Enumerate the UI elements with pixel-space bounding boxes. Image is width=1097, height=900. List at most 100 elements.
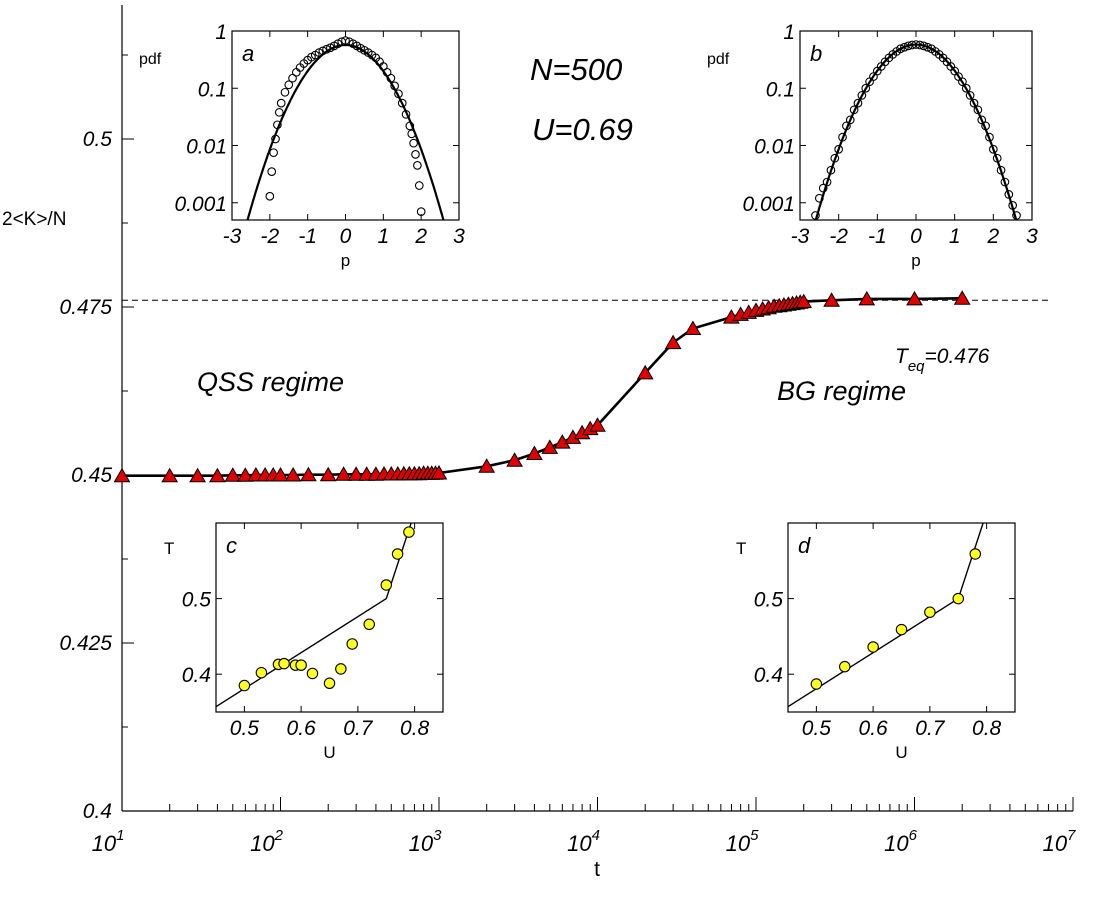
inset-x-axis-title: p xyxy=(911,251,920,270)
inset-x-axis-title: U xyxy=(895,743,907,762)
inset-data-point xyxy=(861,83,871,93)
inset-data-point xyxy=(838,132,847,142)
inset-x-tick-label: -2 xyxy=(260,225,279,248)
inset-x-tick-label: 0.5 xyxy=(802,717,832,740)
inset-b-momentum-pdf-bg: -3 -2 -1 0 1 2 3 1 0.1 0.01 0.001 b p pdf xyxy=(707,21,1038,270)
inset-data-point xyxy=(386,73,396,83)
inset-data-point xyxy=(992,153,1002,163)
inset-data-point xyxy=(985,132,994,142)
inset-data-point xyxy=(409,138,418,148)
inset-data-point xyxy=(969,548,982,560)
data-point-triangle xyxy=(478,458,496,473)
inset-data-point xyxy=(952,592,964,605)
inset-y-tick-label: 0.01 xyxy=(754,136,795,159)
inset-data-point xyxy=(988,144,998,154)
data-point-triangle xyxy=(664,334,682,350)
data-point-triangle xyxy=(209,467,226,483)
inset-frame xyxy=(231,30,460,221)
inset-data-point xyxy=(403,526,415,538)
data-point-triangle xyxy=(347,466,365,481)
data-point-triangle xyxy=(161,467,179,483)
x-tick-label: 102 xyxy=(250,827,283,856)
inset-data-point xyxy=(981,121,990,131)
x-tick-label-exponent: 5 xyxy=(750,827,759,844)
inset-data-point xyxy=(341,36,350,45)
data-point-triangle xyxy=(906,290,923,306)
data-point-triangle xyxy=(541,439,559,454)
inset-y-tick-label: 0.001 xyxy=(742,193,795,216)
inset-data-point xyxy=(961,83,971,93)
inset-x-tick-label: 0.7 xyxy=(343,717,374,740)
inset-data-point xyxy=(814,193,824,203)
x-tick-label: 105 xyxy=(726,827,759,856)
y-tick-label: 0.45 xyxy=(71,464,112,487)
inset-y-tick-label: 0.1 xyxy=(766,78,795,101)
inset-data-point xyxy=(394,89,403,99)
inset-data-point xyxy=(346,638,358,650)
inset-x-tick-label: -3 xyxy=(223,225,242,248)
inset-data-point xyxy=(895,623,908,636)
inset-data-point xyxy=(380,579,392,591)
data-point-triangle xyxy=(506,452,523,467)
inset-data-point xyxy=(1012,211,1021,220)
inset-data-point xyxy=(284,80,294,90)
inset-data-point xyxy=(826,165,836,175)
inset-data-point xyxy=(1008,201,1018,210)
inset-y-tick-label: 0.01 xyxy=(186,136,227,159)
inset-data-point xyxy=(958,77,967,87)
inset-x-tick-label: 0.5 xyxy=(230,717,260,740)
inset-data-point xyxy=(1000,177,1010,187)
x-tick-label-base: 10 xyxy=(250,831,275,856)
data-point-triangle xyxy=(589,417,606,432)
x-tick-label: 106 xyxy=(884,827,917,856)
x-tick-label-exponent: 4 xyxy=(592,827,600,844)
x-tick-label-base: 10 xyxy=(409,831,434,856)
data-point-triangle xyxy=(300,466,317,482)
teq-subscript: eq xyxy=(908,358,925,375)
inset-panel-label: c xyxy=(226,533,237,558)
data-point-triangle xyxy=(795,293,813,309)
inset-y-tick-label: 1 xyxy=(783,21,795,44)
inset-y-tick-label: 0.5 xyxy=(182,589,212,612)
x-tick-label-base: 10 xyxy=(726,831,751,856)
inset-y-axis-title: pdf xyxy=(707,51,730,68)
inset-data-point xyxy=(842,121,851,131)
x-tick-label-exponent: 2 xyxy=(274,827,284,844)
inset-data-point xyxy=(271,134,280,144)
inset-data-point xyxy=(295,659,307,671)
inset-data-point xyxy=(363,618,375,631)
inset-data-point xyxy=(265,191,275,201)
inset-y-axis-title: T xyxy=(164,539,174,558)
x-tick-label-exponent: 3 xyxy=(433,827,442,844)
y-tick-label: 0.5 xyxy=(83,128,113,151)
inset-data-point xyxy=(323,677,336,690)
inset-data-point xyxy=(923,42,932,52)
inset-data-point xyxy=(845,115,855,125)
inset-data-point xyxy=(276,98,286,108)
inset-panel-label: d xyxy=(798,533,811,558)
inset-x-tick-label: 0.8 xyxy=(400,717,430,740)
inset-x-tick-label: 0 xyxy=(340,225,352,248)
inset-data-point xyxy=(867,641,879,653)
inset-data-point xyxy=(900,42,909,52)
x-tick-label-base: 10 xyxy=(92,831,117,856)
inset-data-point xyxy=(414,181,424,190)
teq-symbol: T xyxy=(895,345,910,368)
inset-x-tick-label: 0.7 xyxy=(915,717,946,740)
inset-x-tick-label: -2 xyxy=(829,225,848,248)
inset-data-point xyxy=(278,657,290,670)
teq-annotation: Teq=0.476 xyxy=(895,345,990,375)
inset-y-tick-label: 0.1 xyxy=(198,78,227,101)
inset-x-tick-label: 2 xyxy=(414,225,427,248)
inset-y-tick-label: 0.4 xyxy=(182,664,211,687)
data-point-triangle xyxy=(953,290,971,305)
data-point-triangle xyxy=(272,466,289,482)
inset-data-point xyxy=(407,129,417,139)
x-tick-label-exponent: 1 xyxy=(116,827,124,844)
x-tick-label-exponent: 6 xyxy=(909,827,918,844)
inset-data-point xyxy=(811,211,820,220)
n-parameter-label: N=500 xyxy=(530,52,622,87)
inset-c-temperature-vs-energy-qss: 0.5 0.6 0.7 0.8 0.4 0.5 c U T xyxy=(164,522,444,762)
